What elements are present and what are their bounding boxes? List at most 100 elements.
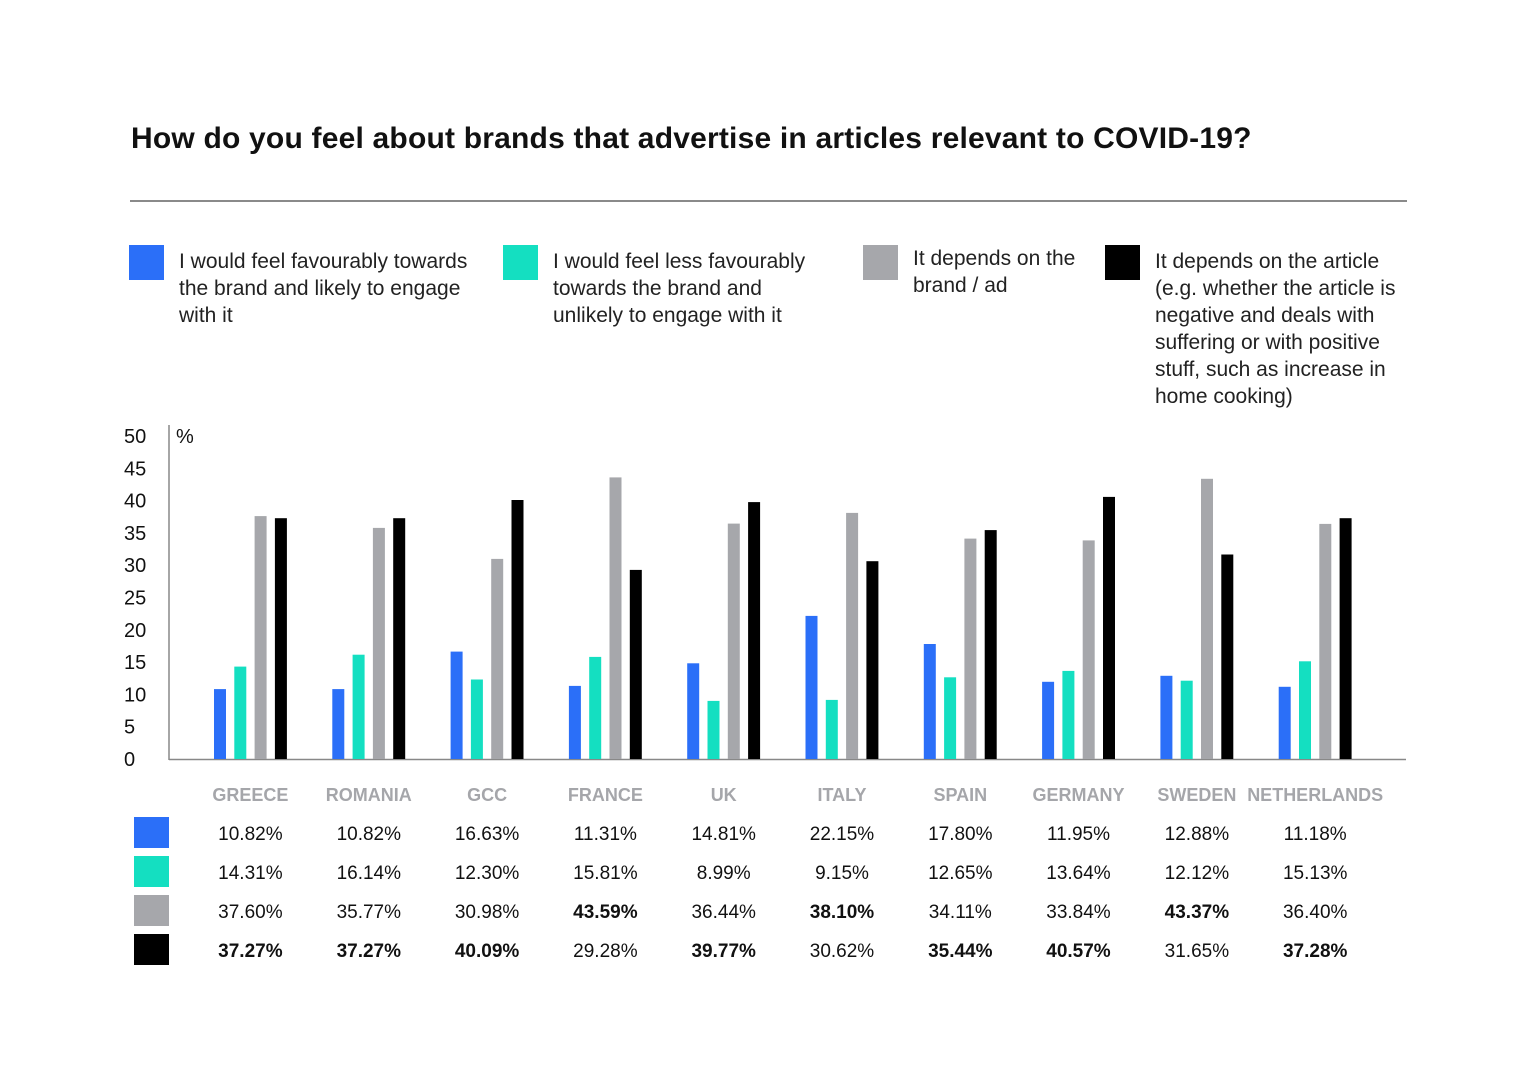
data-label: 36.40%	[1283, 902, 1348, 923]
data-label: 34.11%	[929, 902, 992, 923]
bar	[1319, 523, 1332, 759]
data-label: 35.44%	[928, 941, 993, 962]
data-label: 16.63%	[455, 824, 520, 845]
x-category-label: ROMANIA	[326, 785, 412, 805]
data-label: 31.65%	[1165, 941, 1230, 962]
data-label: 38.10%	[810, 902, 875, 923]
data-label: 15.81%	[573, 863, 638, 884]
bar	[1180, 680, 1193, 759]
legend-item-less-favourably: I would feel less favourably towards the…	[503, 245, 833, 329]
bar	[1201, 478, 1213, 759]
data-label: 40.09%	[455, 941, 520, 962]
data-label: 11.95%	[1047, 824, 1110, 845]
legend-swatch	[1105, 245, 1140, 280]
y-tick-label: 35	[124, 523, 146, 545]
bar	[805, 615, 818, 759]
bar	[964, 538, 977, 759]
data-label: 39.77%	[691, 941, 756, 962]
bar	[609, 477, 622, 759]
bar	[274, 518, 287, 759]
bar	[1103, 496, 1115, 759]
legend-swatch	[129, 245, 164, 280]
data-label: 22.15%	[810, 824, 875, 845]
data-label: 30.62%	[810, 941, 875, 962]
y-tick-label: 15	[124, 652, 146, 674]
data-label: 13.64%	[1046, 863, 1111, 884]
bar	[1299, 661, 1311, 759]
bar	[846, 512, 859, 759]
legend-swatch	[863, 245, 898, 280]
bar	[1082, 540, 1095, 759]
x-category-label: GCC	[467, 785, 507, 805]
legend-label: It depends on the brand / ad	[913, 247, 1076, 297]
x-category-label: NETHERLANDS	[1247, 785, 1383, 805]
x-category-label: GREECE	[212, 785, 288, 805]
x-category-label: GERMANY	[1032, 785, 1124, 805]
data-label: 8.99%	[697, 863, 751, 884]
data-label: 12.65%	[928, 863, 993, 884]
data-label: 37.60%	[218, 902, 283, 923]
bar	[629, 569, 642, 759]
legend-item-depends-brand: It depends on the brand / ad	[863, 245, 1083, 299]
bar	[1221, 554, 1234, 759]
legend-label: It depends on the article (e.g. whether …	[1155, 250, 1396, 408]
table-row-swatch	[134, 856, 169, 887]
data-label: 9.15%	[815, 863, 869, 884]
x-category-label: SWEDEN	[1157, 785, 1236, 805]
data-label: 15.13%	[1283, 863, 1348, 884]
bar	[727, 523, 740, 759]
bar	[491, 558, 504, 759]
title-divider	[130, 200, 1407, 202]
y-tick-label: 30	[124, 555, 146, 577]
y-tick-label: 20	[124, 620, 146, 642]
data-label: 17.80%	[928, 824, 993, 845]
data-label: 43.59%	[573, 902, 638, 923]
table-row-swatch	[134, 934, 169, 965]
data-label: 43.37%	[1165, 902, 1230, 923]
y-axis-unit: %	[176, 426, 194, 448]
bar	[687, 663, 700, 759]
bar	[450, 651, 463, 759]
bar	[393, 518, 406, 759]
data-label: 37.28%	[1283, 941, 1348, 962]
data-label: 30.98%	[455, 902, 520, 923]
bar	[214, 689, 226, 759]
bar	[372, 527, 385, 759]
bar	[470, 679, 483, 759]
data-label: 35.77%	[337, 902, 402, 923]
data-label: 11.18%	[1284, 824, 1347, 845]
data-label: 14.31%	[218, 863, 283, 884]
bar	[1160, 675, 1173, 759]
bar	[1062, 670, 1075, 759]
bar	[707, 700, 720, 759]
x-category-label: FRANCE	[568, 785, 643, 805]
y-tick-label: 5	[124, 717, 135, 739]
legend-item-favourably: I would feel favourably towards the bran…	[129, 245, 479, 329]
table-row-swatch	[134, 895, 169, 926]
data-label: 37.27%	[337, 941, 402, 962]
y-tick-label: 10	[124, 684, 146, 706]
y-tick-label: 25	[124, 588, 146, 610]
bar	[589, 656, 602, 759]
bar	[254, 516, 267, 759]
legend-label: I would feel less favourably towards the…	[553, 250, 806, 327]
y-tick-label: 0	[124, 749, 135, 771]
bar	[1042, 681, 1055, 759]
x-category-label: SPAIN	[933, 785, 987, 805]
data-label: 29.28%	[573, 941, 638, 962]
bar	[944, 677, 957, 759]
data-label: 12.12%	[1165, 863, 1230, 884]
y-tick-label: 40	[124, 491, 146, 513]
bar	[352, 654, 365, 759]
data-label: 33.84%	[1046, 902, 1111, 923]
data-label: 36.44%	[691, 902, 756, 923]
data-label: 12.88%	[1165, 824, 1230, 845]
legend-label: I would feel favourably towards the bran…	[179, 250, 468, 327]
bar	[234, 666, 247, 759]
bar	[332, 689, 345, 759]
bar	[984, 530, 997, 759]
bar	[825, 699, 838, 759]
y-tick-label: 50	[124, 426, 146, 448]
bar	[568, 685, 581, 759]
